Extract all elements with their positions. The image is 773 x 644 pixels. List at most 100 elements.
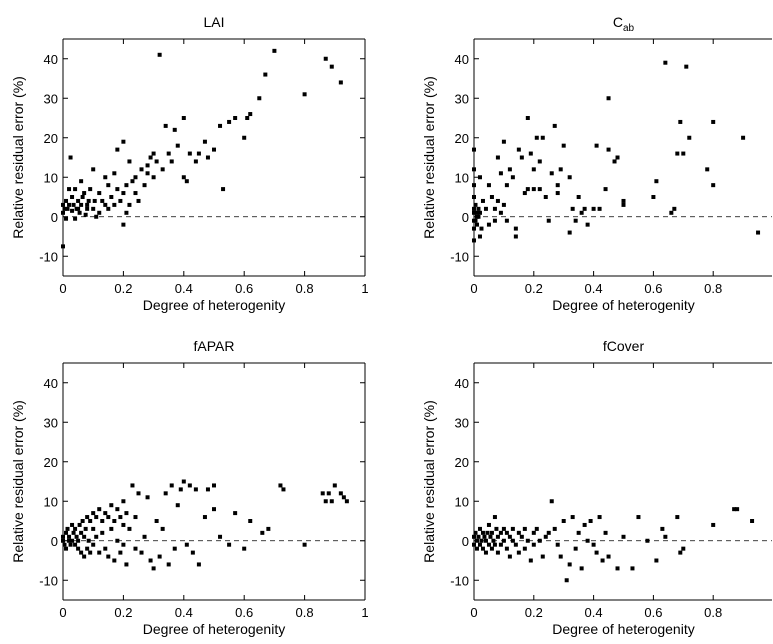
chart-2-data-point <box>513 234 518 239</box>
chart-4-x-axis-label: Degree of heterogenity <box>552 621 694 637</box>
chart-4-data-point <box>654 558 659 563</box>
chart-4-data-point <box>663 534 668 539</box>
chart-2-data-point <box>543 195 548 199</box>
chart-3-data-point <box>85 546 90 551</box>
chart-1-data-point <box>263 72 268 77</box>
chart-2-data-point <box>567 175 572 180</box>
chart-1-data-point <box>112 171 117 176</box>
chart-1-data-point <box>77 210 82 215</box>
chart-3-data-point <box>160 526 165 531</box>
chart-1-xtick-label: 0.4 <box>175 281 193 296</box>
chart-3-data-point <box>121 542 126 547</box>
chart-2-xtick-label: 0.6 <box>644 281 662 296</box>
chart-4-data-point <box>495 534 500 539</box>
chart-2-data-point <box>555 183 560 188</box>
chart-4-data-point <box>516 530 521 535</box>
chart-1-data-point <box>163 123 168 128</box>
chart-3-data-point <box>136 491 141 496</box>
chart-4-data-point <box>570 515 575 520</box>
chart-3-data-point <box>112 519 117 523</box>
chart-4-data-point <box>603 530 608 535</box>
chart-1-ytick-label: 0 <box>51 210 58 225</box>
chart-2-data-point <box>531 187 536 192</box>
chart-2-data-point <box>474 210 479 215</box>
chart-3-data-point <box>205 487 210 492</box>
chart-3-data-point <box>112 558 117 563</box>
chart-2-data-point <box>479 226 484 231</box>
chart-4-data-point <box>483 538 488 543</box>
chart-3-data-point <box>202 515 207 520</box>
chart-1-data-point <box>205 155 210 160</box>
chart-1-data-point <box>115 187 120 192</box>
chart-3-data-point <box>115 507 120 512</box>
chart-4-data-point <box>588 519 593 523</box>
chart-1-data-point <box>175 143 180 148</box>
chart-3-xtick-label: 0.6 <box>235 605 253 620</box>
chart-4-data-point <box>636 515 641 520</box>
chart-3-data-point <box>64 546 69 551</box>
chart-4-ytick-label: 40 <box>455 376 469 391</box>
chart-1-data-point <box>64 198 69 203</box>
chart-3-data-point <box>175 503 180 508</box>
chart-3-data-point <box>61 534 65 539</box>
chart-2-data-point <box>472 210 476 215</box>
chart-4-data-point <box>510 538 515 543</box>
chart-1-data-point <box>85 206 90 211</box>
chart-2-data-point <box>510 175 515 180</box>
chart-2-xtick-label: 0.2 <box>525 281 543 296</box>
chart-4-data-point <box>711 522 716 527</box>
chart-3-data-point <box>73 542 78 547</box>
chart-4-panel: fCover 0 0.2 0.4 0.6 0.8 -10 0 10 20 30 40 Degree of… <box>421 338 772 637</box>
chart-1-data-point <box>82 191 87 196</box>
chart-3-x-axis-label: Degree of heterogenity <box>143 621 285 637</box>
chart-2-panel: Cab 0 0.2 0.4 0.6 0.8 -10 0 10 20 30 40 Degree of he… <box>421 14 772 313</box>
chart-1-data-point <box>62 206 67 211</box>
chart-1-data-point <box>218 123 223 128</box>
chart-3-data-point <box>248 519 253 523</box>
chart-3-data-point <box>124 511 129 516</box>
chart-4-data-point <box>591 542 596 547</box>
chart-1-data-point <box>92 198 97 203</box>
chart-3-data-point <box>79 530 84 535</box>
chart-4-data-point <box>476 534 481 539</box>
chart-1-data-point <box>61 210 65 215</box>
chart-4-ytick-label: -10 <box>450 573 469 588</box>
chart-4-data-point <box>488 534 493 539</box>
chart-2-xtick-label: 0.4 <box>585 281 603 296</box>
chart-4-data-point <box>678 550 683 555</box>
chart-1-ytick-label: -10 <box>39 249 58 264</box>
chart-1-data-point <box>97 210 102 215</box>
chart-4-ytick-label: 20 <box>455 455 469 470</box>
chart-4-data-point <box>482 534 487 539</box>
chart-3-data-point <box>70 522 75 527</box>
chart-4-data-point <box>486 542 491 547</box>
chart-1-data-point <box>103 175 108 180</box>
chart-3-data-point <box>184 542 189 547</box>
chart-1-data-point <box>91 206 96 211</box>
chart-3-data-point <box>82 534 87 539</box>
chart-3-data-point <box>91 526 96 531</box>
chart-4-data-point <box>555 542 560 547</box>
chart-3-data-point <box>166 562 171 567</box>
chart-2-data-point <box>476 206 481 211</box>
chart-4-data-point <box>582 522 587 527</box>
chart-1-data-point <box>106 183 111 188</box>
chart-1-data-point <box>181 175 186 180</box>
chart-1-data-point <box>242 135 247 140</box>
chart-2-data-point <box>495 198 500 203</box>
chart-1-data-point <box>124 210 129 215</box>
chart-2-data-point <box>597 206 602 211</box>
chart-1-data-point <box>166 151 171 156</box>
chart-3-data-point <box>193 487 198 492</box>
chart-3-data-point <box>178 487 183 492</box>
chart-4-data-point <box>606 554 611 559</box>
chart-3-data-point <box>67 538 72 543</box>
chart-3-data-point <box>169 483 174 488</box>
chart-4-data-point <box>558 554 563 559</box>
chart-3-data-point <box>187 483 192 488</box>
chart-2-title: Cab <box>613 14 635 34</box>
chart-3-data-point <box>142 534 147 539</box>
chart-3-data-point <box>233 511 238 516</box>
chart-3-data-point <box>121 522 126 527</box>
